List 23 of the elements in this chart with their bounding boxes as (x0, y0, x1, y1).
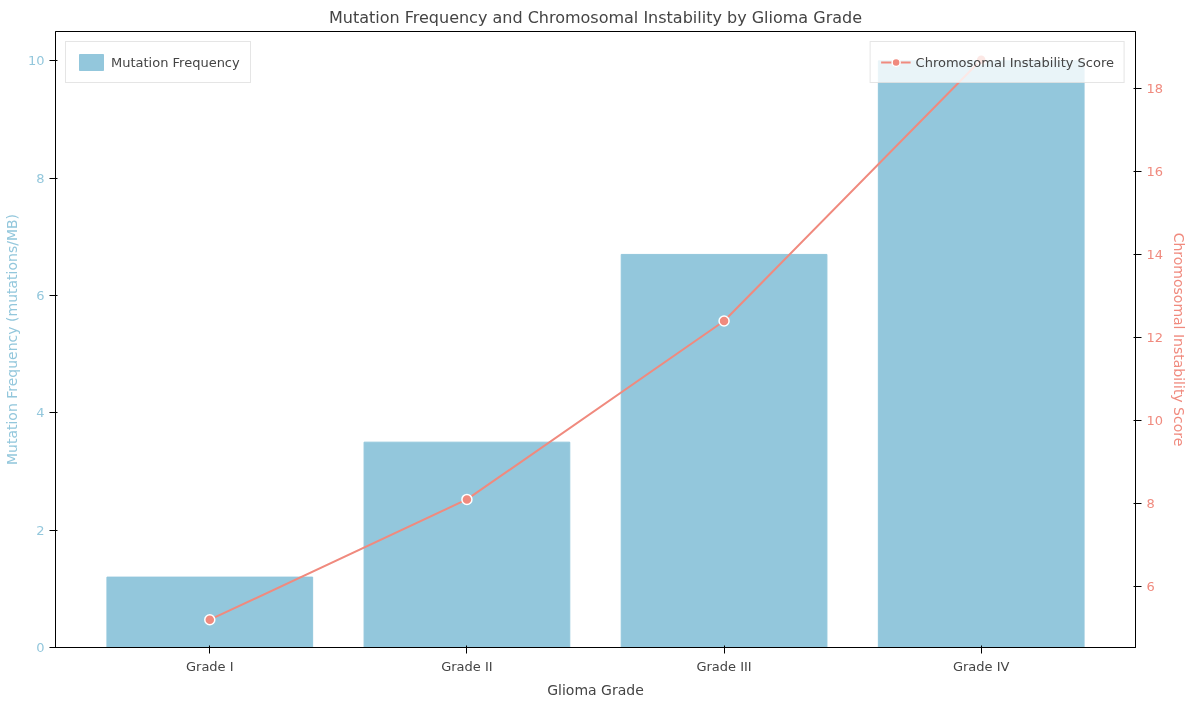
y2-tick-label: 18 (1146, 81, 1164, 97)
y-tick-label: 10 (27, 53, 45, 69)
y2-tick-label: 14 (1146, 247, 1164, 263)
x-tick-label: Grade I (185, 658, 234, 674)
y2-tick-label: 10 (1146, 413, 1164, 429)
x-tick-label: Grade IV (952, 658, 1010, 674)
y2-tick-label: 12 (1146, 330, 1164, 346)
chart-title: Mutation Frequency and Chromosomal Instability by Glioma Grade (328, 7, 863, 27)
y-tick-label: 4 (36, 405, 45, 421)
legend-label: Chromosomal Instability Score (915, 54, 1114, 70)
x-axis-title: Glioma Grade (547, 681, 644, 698)
y2-axis-title: Chromosomal Instability Score (1171, 232, 1188, 447)
y-tick-label: 6 (36, 288, 45, 303)
y2-tick-label: 8 (1146, 496, 1155, 512)
y-tick-label: 8 (36, 170, 45, 186)
y-tick-label: 0 (36, 640, 45, 655)
legend-label: Mutation Frequency (111, 54, 240, 70)
x-tick-label: Grade III (696, 658, 752, 674)
x-tick-label: Grade II (441, 658, 493, 674)
y-axis-title: Mutation Frequency (mutations/MB) (3, 213, 20, 466)
y2-tick-label: 6 (1146, 579, 1155, 595)
y2-tick-label: 16 (1146, 164, 1164, 180)
y-tick-label: 2 (36, 522, 45, 538)
